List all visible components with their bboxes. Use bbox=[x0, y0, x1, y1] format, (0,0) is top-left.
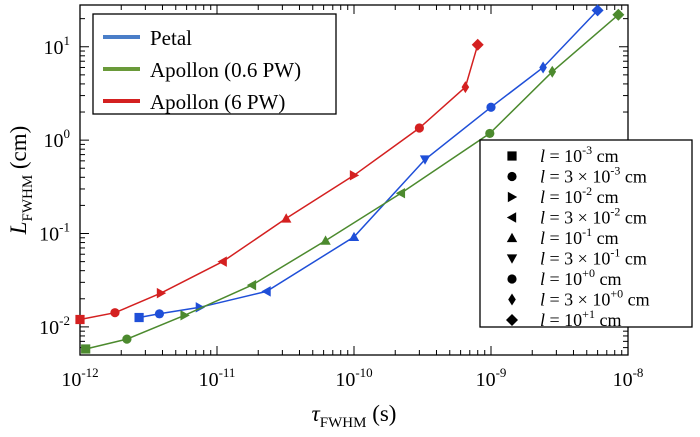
marker-legend-label: l = 10+0 cm bbox=[540, 266, 621, 289]
marker-legend-symbol bbox=[507, 151, 517, 161]
x-axis-label-unit: (s) bbox=[366, 401, 396, 426]
data-point-circle bbox=[122, 334, 132, 344]
y-tick-label: 10-2 bbox=[39, 313, 70, 339]
y-axis-label-unit: (cm) bbox=[6, 126, 31, 175]
y-tick-label: 10-1 bbox=[39, 220, 70, 246]
marker-legend-label: l = 10+1 cm bbox=[540, 307, 621, 330]
data-point-tri-up bbox=[348, 231, 360, 242]
data-point-diamond bbox=[548, 65, 557, 78]
data-point-diamond-big bbox=[471, 38, 484, 51]
data-point-circle bbox=[414, 123, 424, 133]
marker-legend-label: l = 3 × 10-1 cm bbox=[540, 246, 647, 269]
x-tick-labels: 10-12 10-11 10-10 10-9 10-8 bbox=[61, 365, 643, 391]
x-tick-label: 10-8 bbox=[613, 365, 644, 391]
marker-legend: l = 10-3 cml = 3 × 10-3 cml = 10-2 cml =… bbox=[479, 139, 693, 330]
data-point-diamond bbox=[461, 81, 470, 94]
marker-legend-label: l = 10-3 cm bbox=[540, 143, 619, 166]
marker-legend-symbol bbox=[507, 171, 517, 182]
y-axis-label-main: L bbox=[6, 222, 31, 236]
data-point-diamond-big bbox=[591, 4, 604, 17]
marker-legend-label: l = 10-2 cm bbox=[540, 184, 619, 207]
marker-legend-symbol bbox=[506, 212, 517, 223]
marker-legend-symbol bbox=[507, 274, 517, 284]
data-point-circle bbox=[486, 102, 496, 112]
data-point-diamond-big bbox=[612, 8, 625, 21]
marker-legend-symbol bbox=[507, 191, 518, 203]
data-point-tri-up bbox=[320, 235, 331, 245]
data-point-tri-right bbox=[156, 287, 167, 299]
marker-legend-box bbox=[479, 139, 693, 328]
y-tick-label: 101 bbox=[44, 33, 71, 59]
series-1 bbox=[81, 8, 625, 354]
series-2 bbox=[75, 38, 484, 325]
data-point-tri-left bbox=[246, 279, 257, 291]
marker-legend-label: l = 3 × 10-2 cm bbox=[540, 205, 647, 228]
series-legend: Petal Apollon (0.6 PW) Apollon (6 PW) bbox=[92, 13, 337, 115]
data-point-tri-down bbox=[419, 155, 431, 165]
y-axis-label-sub: FWHM bbox=[20, 175, 36, 222]
marker-legend-label: l = 10-1 cm bbox=[540, 225, 619, 248]
marker-legend-symbol bbox=[506, 254, 518, 264]
data-point-tri-left bbox=[261, 286, 271, 297]
data-point-square bbox=[81, 344, 91, 354]
data-point-circle bbox=[154, 309, 165, 319]
marker-legend-symbol bbox=[508, 293, 516, 306]
series-layer bbox=[75, 4, 625, 354]
data-point-circle bbox=[110, 308, 120, 318]
x-tick-label: 10-11 bbox=[199, 365, 236, 391]
data-point-tri-right bbox=[180, 310, 190, 321]
legend-label: Apollon (6 PW) bbox=[150, 90, 285, 114]
marker-legend-items: l = 10-3 cml = 3 × 10-3 cml = 10-2 cml =… bbox=[506, 143, 650, 330]
x-axis-label-main: τ bbox=[312, 401, 321, 426]
data-point-circle bbox=[485, 128, 495, 139]
x-axis-label-sub: FWHM bbox=[320, 415, 367, 431]
marker-legend-label: l = 3 × 10-3 cm bbox=[540, 164, 647, 187]
x-axis-label: τFWHM (s) bbox=[312, 401, 397, 431]
y-tick-labels: 10-2 10-1 100 101 bbox=[39, 33, 70, 339]
data-point-tri-right bbox=[349, 170, 360, 181]
data-point-diamond bbox=[539, 61, 547, 74]
y-axis-label: LFWHM (cm) bbox=[6, 126, 36, 236]
x-tick-label: 10-9 bbox=[476, 365, 507, 391]
marker-legend-label: l = 3 × 10+0 cm bbox=[540, 287, 650, 310]
data-point-tri-left bbox=[217, 256, 227, 267]
x-tick-label: 10-10 bbox=[335, 365, 372, 391]
data-point-tri-left bbox=[395, 188, 406, 199]
legend-label: Apollon (0.6 PW) bbox=[150, 58, 301, 82]
x-tick-label: 10-12 bbox=[61, 365, 98, 391]
legend-label: Petal bbox=[150, 26, 192, 50]
marker-legend-symbol bbox=[506, 314, 518, 326]
series-legend-items: Petal Apollon (0.6 PW) Apollon (6 PW) bbox=[103, 26, 301, 114]
y-tick-label: 100 bbox=[44, 126, 71, 152]
data-point-tri-up bbox=[281, 213, 292, 223]
data-point-square bbox=[75, 314, 85, 325]
data-point-square bbox=[134, 312, 144, 323]
marker-legend-symbol bbox=[506, 232, 518, 243]
series-legend-box bbox=[92, 13, 337, 115]
